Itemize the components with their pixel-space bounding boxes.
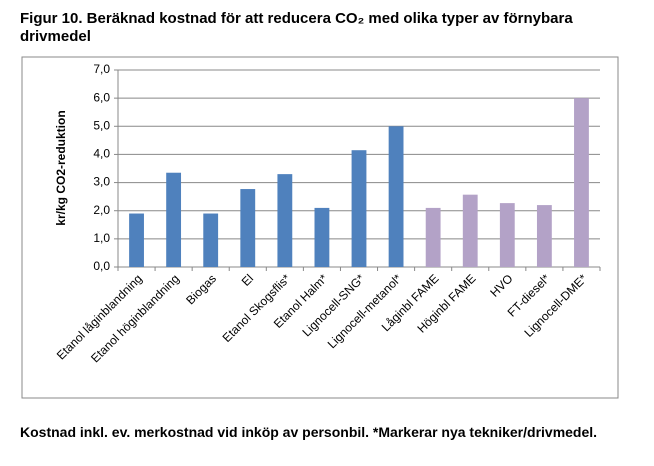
footnote: Kostnad inkl. ev. merkostnad vid inköp a… (20, 424, 598, 440)
y-tick-label: 4,0 (93, 147, 110, 161)
chart-border (21, 56, 619, 399)
chart: kr/kg CO2-reduktion 0,0 1,0 2,0 3,0 4,0 5,0 6,… (21, 56, 619, 399)
x-tick-label: Biogas (183, 271, 219, 307)
bar (351, 150, 367, 267)
bar (499, 203, 515, 267)
bar (425, 207, 441, 267)
bar (129, 213, 144, 267)
y-tick-label: 7,0 (93, 62, 110, 76)
x-tick-label: HVO (487, 271, 515, 299)
bar (314, 207, 330, 267)
x-tick-label: El (239, 271, 256, 288)
bar (240, 189, 256, 267)
y-tick-label: 3,0 (93, 175, 110, 189)
y-tick-label: 6,0 (93, 90, 110, 104)
bar (166, 172, 182, 267)
y-tick-label: 1,0 (93, 231, 110, 245)
y-tick-label: 0,0 (93, 259, 110, 273)
bar (388, 126, 404, 268)
bar (203, 213, 219, 267)
bar (536, 205, 552, 267)
y-axis-label: kr/kg CO2-reduktion (54, 110, 68, 225)
y-tick-label: 5,0 (93, 118, 110, 132)
bar (462, 194, 478, 267)
y-tick-label: 2,0 (93, 203, 110, 217)
bar (277, 174, 293, 267)
chart-title: Figur 10. Beräknad kostnad för att reduc… (20, 10, 573, 45)
bar (574, 98, 589, 268)
